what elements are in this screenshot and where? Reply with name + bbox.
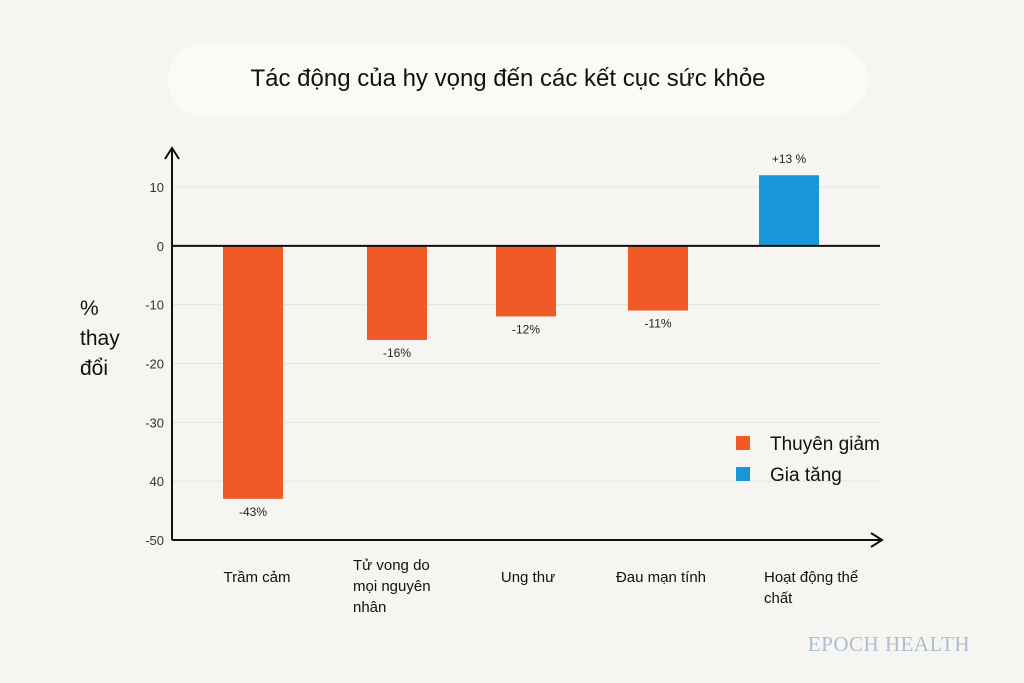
title-backdrop [168,44,868,116]
legend: Thuyên giảm Gia tăng [736,434,880,486]
chart-title: Tác động của hy vọng đến các kết cục sức… [250,65,765,92]
bar [496,245,556,317]
y-tick-label: 10 [150,180,164,195]
y-tick-label: -10 [145,298,164,313]
x-axis-arrow [870,532,884,548]
y-tick-label: -30 [145,415,164,430]
y-tick-label: 40 [150,474,164,489]
data-label: -16% [383,346,411,360]
legend-swatch-gia-tang [736,467,750,481]
category-label: Hoạt động thể chất [764,569,858,607]
bar [223,245,283,499]
bars [223,175,819,499]
category-labels: Trầm cảm Tử vong do mọi nguyên nhân Ung thư Đ… [224,557,859,616]
category-label: Tử vong do mọi nguyên nhân [353,557,431,616]
category-label: Trầm cảm [224,569,291,586]
axes [164,146,884,548]
legend-label-thuyen-giam: Thuyên giảm [770,434,880,455]
y-tick-label: 0 [157,239,164,254]
y-tick-labels: 10 0 -10 -20 -30 40 -50 [145,180,164,548]
legend-label-gia-tang: Gia tăng [770,465,842,486]
bar [759,175,819,246]
y-axis-label-text: % thay đổi [80,297,120,380]
y-axis-label: % thay đổi [80,297,120,380]
data-label: -43% [239,505,267,519]
data-label: +13 % [772,152,807,166]
bar [628,245,688,311]
category-label: Ung thư [501,569,555,586]
category-label: Đau mạn tính [616,569,706,586]
bar [367,245,427,340]
data-label: -12% [512,322,540,336]
data-label: -11% [644,317,671,331]
legend-swatch-thuyen-giam [736,436,750,450]
y-tick-label: -20 [145,357,164,372]
data-labels: -43% -16% -12% -11% +13 % [239,152,807,519]
y-axis-arrow [164,146,180,160]
y-tick-label: -50 [145,533,164,548]
epoch-health-watermark: EPOCH HEALTH [808,632,970,656]
